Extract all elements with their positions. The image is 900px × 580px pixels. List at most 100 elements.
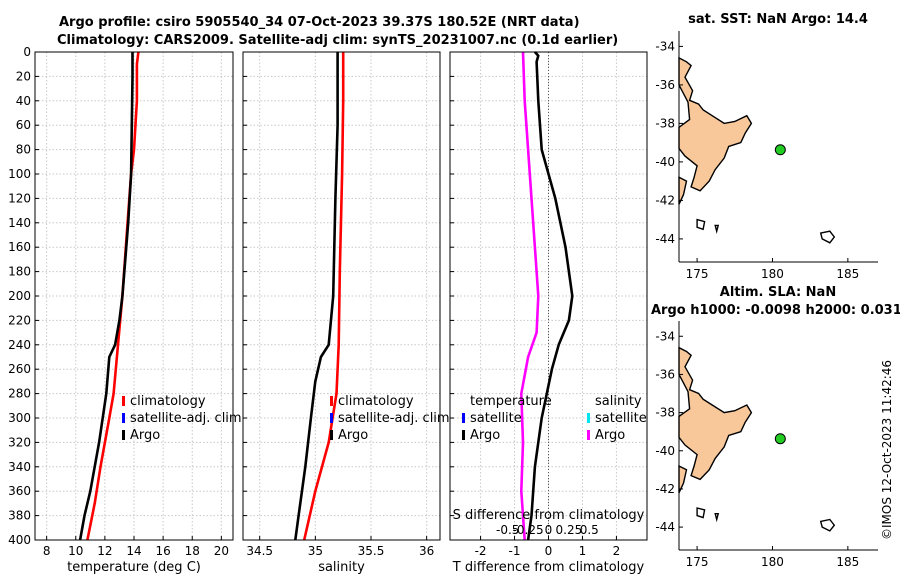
ytick-label: 160 [8, 240, 31, 254]
argo-float-marker [774, 433, 786, 445]
ytick-label: 260 [8, 362, 31, 376]
map-xtick-label: 175 [686, 555, 709, 569]
ytick-label: 300 [8, 411, 31, 425]
ytick-label: 220 [8, 313, 31, 327]
panel-temperature: 0 20 40 60 80 100 120 140 160 180 200 220 240 260 280 3… [8, 45, 242, 575]
legend-label: satellite-adj. clim [130, 411, 242, 426]
legend-label: satellite [595, 411, 647, 426]
xtick-label-salinity: -0.25 [513, 523, 544, 537]
legend-label: Argo [470, 428, 500, 443]
ytick-label: 200 [8, 289, 31, 303]
ytick-label: 80 [16, 143, 31, 157]
xtick-label: 10 [68, 544, 83, 558]
xtick-label-salinity: -0.5 [496, 523, 519, 537]
xtick-label: 35 [308, 544, 323, 558]
map-xtick-label: 180 [761, 555, 784, 569]
legend-swatch [330, 396, 333, 406]
xlabel-difference: T difference from climatology [452, 560, 645, 575]
xtick-label: 14 [126, 544, 141, 558]
series-t-argo [526, 51, 574, 541]
map-ytick-label: -42 [655, 193, 675, 207]
xtick-label: -1 [509, 544, 521, 558]
figure-title-line2: Climatology: CARS2009. Satellite-adj cli… [57, 33, 619, 48]
legend-swatch [462, 430, 465, 440]
chatham-island [819, 230, 836, 244]
legend-label: satellite-adj. clim [338, 411, 450, 426]
legend-label: Argo [595, 428, 625, 443]
map-ytick-label: -44 [655, 232, 675, 246]
xtick-label: 1 [579, 544, 587, 558]
ytick-label: 20 [16, 69, 31, 83]
islet [714, 224, 720, 234]
map-xtick-label: 180 [761, 267, 784, 281]
legend-swatch [587, 413, 590, 423]
north-island-land [678, 346, 753, 481]
xtick-label: 16 [155, 544, 170, 558]
xtick-label-salinity: 0 [545, 523, 553, 537]
map-sla: -34 -36 -38 -40 -42 -44 175 180 185 Altim. SLA: N… [651, 285, 900, 569]
series-climatology [302, 52, 345, 541]
xlabel-temperature: temperature (deg C) [67, 560, 201, 575]
legend-swatch [462, 413, 465, 423]
map-title: Altim. SLA: NaN [720, 285, 836, 300]
ytick-label: 180 [8, 265, 31, 279]
map-ytick-label: -42 [655, 482, 675, 496]
figure-title-line1: Argo profile: csiro 5905540_34 07-Oct-20… [59, 15, 580, 30]
map-ytick-label: -36 [655, 367, 675, 381]
chatham-island [819, 518, 836, 532]
series-s-argo [519, 51, 540, 541]
legend-swatch [122, 396, 125, 406]
map-ytick-label: -34 [655, 39, 675, 53]
map-ytick-label: -38 [655, 406, 675, 420]
ytick-label: 120 [8, 191, 31, 205]
ytick-label: 140 [8, 216, 31, 230]
islet [696, 507, 706, 519]
ytick-label: 320 [8, 435, 31, 449]
ytick-label: 380 [8, 509, 31, 523]
ytick-label: 240 [8, 338, 31, 352]
xtick-label: -2 [475, 544, 487, 558]
ytick-label: 60 [16, 118, 31, 132]
legend-label: climatology [130, 394, 206, 409]
xtick-label: 20 [214, 544, 229, 558]
ytick-label: 400 [8, 533, 31, 547]
panel-salinity: 34.5 35 35.5 36 salinity climatology satellite… [242, 51, 450, 575]
legend-title-temperature: temperature [470, 394, 552, 409]
legend-swatch [587, 430, 590, 440]
series-argo [78, 52, 134, 541]
legend-label: satellite [470, 411, 522, 426]
xtick-label: 35.5 [358, 544, 385, 558]
map-subtitle: Argo h1000: -0.0098 h2000: 0.031 [651, 303, 900, 318]
ytick-label: 40 [16, 94, 31, 108]
map-ytick-label: -44 [655, 520, 675, 534]
ytick-label: 0 [23, 45, 31, 59]
north-island-land [678, 56, 753, 192]
xtick-label: 18 [185, 544, 200, 558]
legend-label: Argo [130, 428, 160, 443]
map-ytick-label: -38 [655, 116, 675, 130]
panel-difference: -2 -1 0 1 2 -0.5-0.25 0 0.250.5S difference fro… [449, 51, 648, 575]
xtick-label: 2 [613, 544, 621, 558]
xlabel-salinity: salinity [318, 560, 365, 575]
map-title: sat. SST: NaN Argo: 14.4 [688, 12, 868, 27]
map-xtick-label: 175 [686, 267, 709, 281]
map-xtick-label: 185 [836, 555, 859, 569]
xlabel-salinity-diff: S difference from climatology [453, 508, 645, 523]
legend-label: climatology [338, 394, 414, 409]
map-sst: -34 -36 -38 -40 -42 -44 175 180 185 sat. SST: NaN… [655, 12, 878, 281]
xtick-label-salinity: 0.25 [556, 523, 583, 537]
legend-swatch [122, 413, 125, 423]
ytick-label: 340 [8, 460, 31, 474]
ytick-label: 280 [8, 387, 31, 401]
xtick-label: 0 [545, 544, 553, 558]
islet [714, 513, 720, 523]
legend-swatch [330, 413, 333, 423]
legend-swatch [122, 430, 125, 440]
series-argo [294, 52, 339, 541]
legend-label: Argo [338, 428, 368, 443]
map-ytick-label: -36 [655, 78, 675, 92]
xtick-label: 34.5 [246, 544, 273, 558]
map-xtick-label: 185 [836, 267, 859, 281]
map-ytick-label: -40 [655, 155, 675, 169]
